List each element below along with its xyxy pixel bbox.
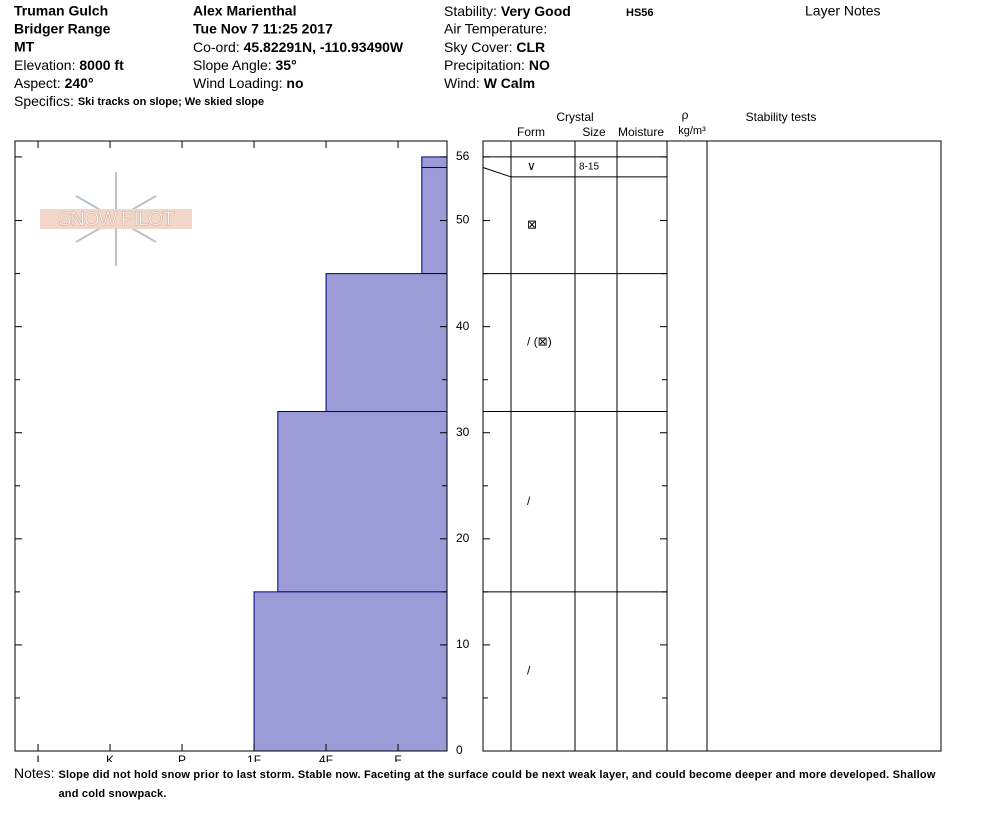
- grain-form: /: [527, 664, 531, 678]
- value: 240°: [65, 75, 94, 91]
- sky-cover: Sky Cover: CLR: [444, 39, 545, 55]
- x-tick-label: 4F: [319, 753, 333, 762]
- x-tick-label: P: [178, 753, 186, 762]
- specifics: Specifics: Ski tracks on slope; We skied…: [14, 93, 264, 109]
- y-tick-label: 56: [456, 149, 470, 163]
- notes-text: Slope did not hold snow prior to last st…: [58, 769, 936, 800]
- y-tick-label: 50: [456, 213, 470, 227]
- label: Wind:: [444, 75, 480, 91]
- air-temperature: Air Temperature:: [444, 21, 547, 37]
- column-header: Stability tests: [746, 110, 817, 124]
- column-header: ρ: [682, 108, 689, 122]
- column-header: Crystal: [556, 110, 593, 124]
- y-tick-label: 30: [456, 425, 470, 439]
- hardness-bar: [253, 591, 448, 752]
- y-tick-label: 40: [456, 319, 470, 333]
- y-tick-label: 0: [456, 743, 463, 757]
- logo-text: SNOW PILOT: [58, 208, 174, 230]
- elevation: Elevation: 8000 ft: [14, 57, 124, 73]
- layer-notes: Layer Notes: [805, 3, 880, 19]
- label: Co-ord:: [193, 39, 240, 55]
- x-tick-label: K: [106, 753, 114, 762]
- hardness-bar: [421, 156, 448, 169]
- stability: Stability: Very Good: [444, 3, 571, 19]
- grain-form: /: [527, 494, 531, 508]
- value: 45.82291N, -110.93490W: [244, 39, 404, 55]
- x-tick-label: F: [394, 753, 401, 762]
- y-tick-label: 10: [456, 637, 470, 651]
- hs: HS56: [626, 7, 654, 19]
- x-tick-label: I: [36, 753, 39, 762]
- site: Truman Gulch: [14, 3, 108, 19]
- value: NO: [529, 57, 550, 73]
- notes-label: Notes:: [14, 765, 55, 781]
- precipitation: Precipitation: NO: [444, 57, 550, 73]
- y-tick-label: 20: [456, 531, 470, 545]
- label: Precipitation:: [444, 57, 525, 73]
- label: Specifics:: [14, 93, 74, 109]
- wind: Wind: W Calm: [444, 75, 535, 91]
- logo-band: [40, 209, 192, 229]
- layer-connector: [482, 167, 512, 178]
- snow-profile: Truman Gulch Bridger Range MT Elevation:…: [14, 3, 942, 762]
- column-header: Moisture: [618, 125, 664, 139]
- range: Bridger Range: [14, 21, 111, 37]
- plot-frame: [14, 140, 448, 752]
- value: Very Good: [501, 3, 571, 19]
- value: CLR: [516, 39, 545, 55]
- x-tick-label: 1F: [247, 753, 261, 762]
- grain-form: ⊠: [527, 217, 537, 231]
- column-header: Size: [582, 125, 606, 139]
- value: Ski tracks on slope; We skied slope: [78, 96, 264, 108]
- state: MT: [14, 39, 35, 55]
- column-header: kg/m³: [678, 125, 706, 137]
- coord: Co-ord: 45.82291N, -110.93490W: [193, 39, 404, 55]
- column-header: Form: [517, 125, 545, 139]
- slope-angle: Slope Angle: 35°: [193, 57, 297, 73]
- label: Aspect:: [14, 75, 61, 91]
- label: Elevation:: [14, 57, 75, 73]
- grain-size: 8-15: [579, 162, 599, 173]
- label: Stability:: [444, 3, 497, 19]
- grain-form: / (⊠): [527, 335, 552, 349]
- date: Tue Nov 7 11:25 2017: [193, 21, 333, 37]
- hardness-bar: [325, 273, 448, 413]
- aspect: Aspect: 240°: [14, 75, 94, 91]
- table-frame: [482, 140, 942, 752]
- value: 35°: [276, 57, 297, 73]
- label: Wind Loading:: [193, 75, 283, 91]
- notes: Notes: Slope did not hold snow prior to …: [14, 765, 944, 804]
- wind-loading: Wind Loading: no: [193, 75, 304, 91]
- observer: Alex Marienthal: [193, 3, 296, 19]
- label: Sky Cover:: [444, 39, 512, 55]
- value: 8000 ft: [79, 57, 124, 73]
- grain-form: ∨: [527, 159, 536, 173]
- label: Slope Angle:: [193, 57, 272, 73]
- value: W Calm: [484, 75, 535, 91]
- value: no: [286, 75, 303, 91]
- hardness-bar: [277, 411, 448, 593]
